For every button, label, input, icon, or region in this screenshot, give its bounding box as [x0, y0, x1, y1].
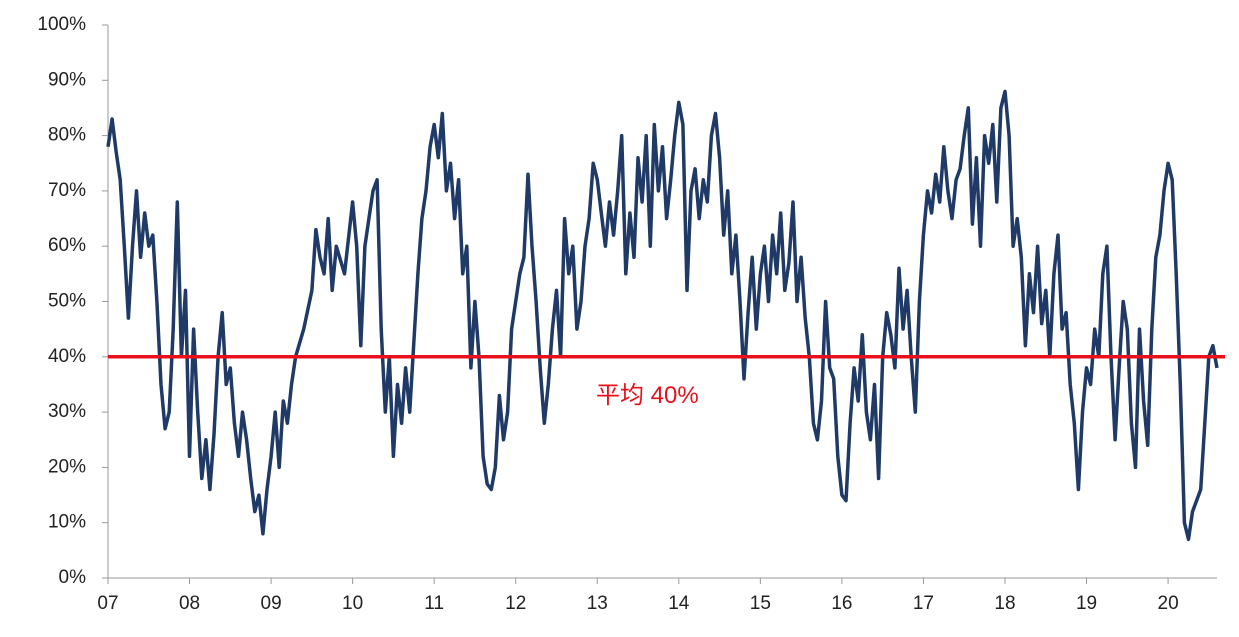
y-tick-label: 30% — [48, 401, 86, 422]
y-tick-label: 0% — [59, 567, 87, 588]
y-tick-label: 80% — [48, 125, 86, 146]
x-tick-label: 20 — [1158, 593, 1179, 614]
y-tick-label: 50% — [48, 291, 86, 312]
x-tick-label: 10 — [342, 593, 363, 614]
y-tick-label: 20% — [48, 456, 86, 477]
y-tick-label: 90% — [48, 69, 86, 90]
x-tick-label: 18 — [994, 593, 1015, 614]
x-tick-label: 16 — [831, 593, 852, 614]
x-tick-label: 13 — [587, 593, 608, 614]
x-tick-label: 09 — [261, 593, 282, 614]
y-tick-label: 100% — [37, 14, 86, 35]
x-tick-label: 12 — [505, 593, 526, 614]
x-tick-label: 15 — [750, 593, 771, 614]
x-tick-label: 07 — [97, 593, 118, 614]
y-tick-label: 40% — [48, 346, 86, 367]
y-tick-label: 70% — [48, 180, 86, 201]
y-tick-label: 10% — [48, 512, 86, 533]
x-tick-label: 11 — [424, 593, 444, 614]
y-tick-label: 60% — [48, 235, 86, 256]
data-line — [106, 89, 1219, 542]
x-tick-label: 17 — [913, 593, 934, 614]
x-tick-label: 08 — [179, 593, 200, 614]
x-tick-label: 19 — [1076, 593, 1097, 614]
x-tick-label: 14 — [668, 593, 690, 614]
reference-label: 平均 40% — [596, 382, 699, 409]
